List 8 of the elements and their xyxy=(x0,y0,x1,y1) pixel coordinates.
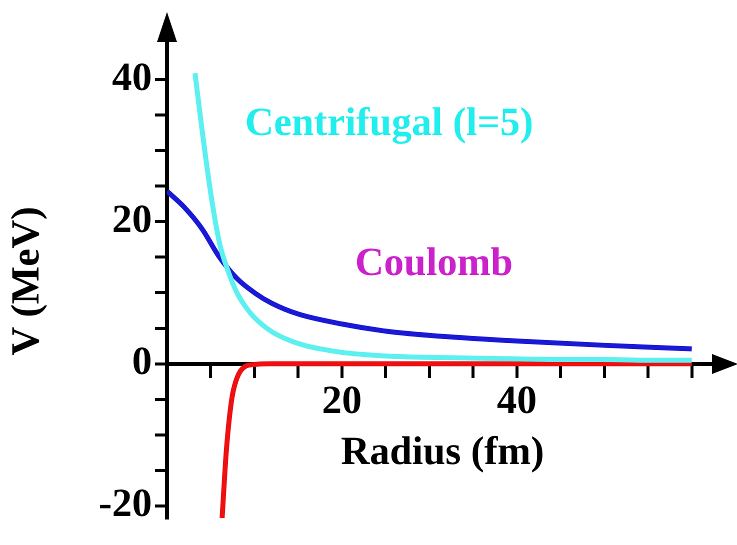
y-tick-label: -20 xyxy=(98,480,152,526)
x-axis-title: Radius (fm) xyxy=(340,428,544,474)
y-axis-title: V (MeV) xyxy=(2,206,48,356)
y-tick-label: 40 xyxy=(112,54,152,99)
y-tick-label: 0 xyxy=(132,338,152,384)
series-label: Coulomb xyxy=(355,239,513,284)
y-tick-label: 20 xyxy=(112,196,152,241)
series-label: Centrifugal (l=5) xyxy=(245,99,534,144)
